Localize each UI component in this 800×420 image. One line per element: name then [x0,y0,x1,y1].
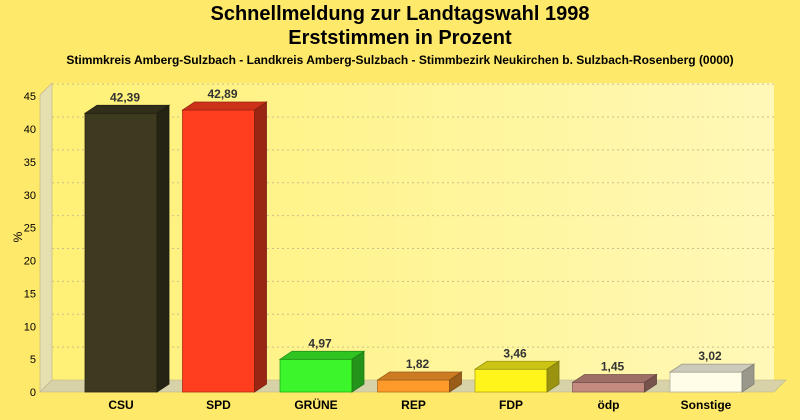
plot-left-wall [39,82,53,393]
bar-side [351,350,365,393]
bar [279,358,353,393]
y-tick-label: 0 [30,387,36,399]
value-label: 3,46 [503,346,527,360]
y-tick-label: 40 [24,124,36,136]
bar-top [181,101,268,111]
y-tick-label: 45 [24,91,36,103]
y-tick-label: 30 [24,190,36,202]
x-tick-label: REP [401,398,426,412]
x-tick-label: SPD [206,398,231,412]
bar-side [546,360,560,393]
bar [377,379,450,393]
x-tick-label: CSU [108,398,133,412]
y-tick-label: 15 [24,288,36,300]
value-label: 1,45 [601,359,625,373]
chart-title: Schnellmeldung zur Landtagswahl 1998 [210,3,590,25]
chart-description: Stimmkreis Amberg-Sulzbach - Landkreis A… [66,53,734,67]
bar-side [254,101,267,393]
value-label: 3,02 [698,349,722,363]
value-label: 42,39 [110,90,140,104]
bar-side [156,104,170,393]
bar-top [668,363,756,373]
value-label: 42,89 [207,87,237,101]
y-axis-label: % [11,231,25,242]
y-tick-label: 10 [24,321,36,333]
value-label: 4,97 [308,336,332,350]
y-tick-label: 35 [24,157,36,169]
x-tick-label: Sonstige [681,398,732,412]
bar-side [741,363,755,393]
y-tick-label: 20 [24,256,36,268]
bar-top [278,350,366,360]
bar [84,112,158,393]
bar-top [376,371,463,381]
bar-top [473,360,561,370]
y-tick-label: 25 [24,223,36,235]
bar [182,109,255,393]
bar [474,368,548,393]
x-tick-label: FDP [499,398,523,412]
y-tick-label: 5 [30,354,36,366]
value-label: 1,82 [406,357,430,371]
bar [669,371,743,393]
bar-side [449,371,462,393]
bar-top [83,104,171,114]
x-tick-label: ödp [598,398,620,412]
bar-top [571,374,658,383]
bar-side [644,373,657,393]
chart-subtitle: Erststimmen in Prozent [288,27,512,49]
bar [572,382,645,393]
x-tick-label: GRÜNE [294,397,337,412]
